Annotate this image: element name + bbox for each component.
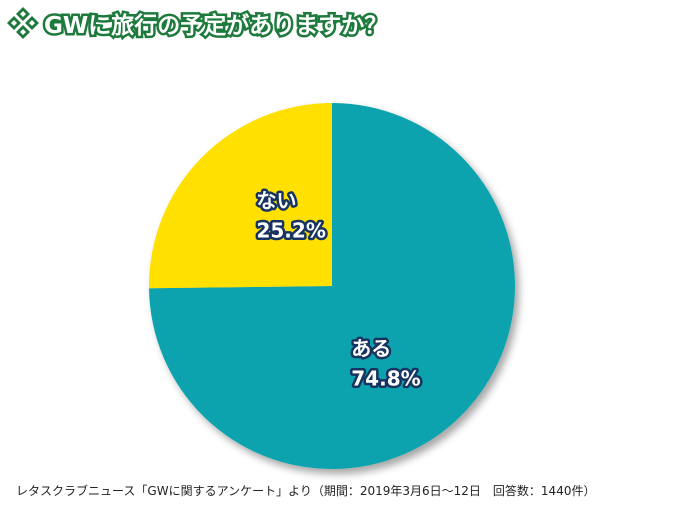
- chart-title: GWに旅行の予定がありますか？: [41, 11, 389, 42]
- pie-slice-no: [149, 103, 332, 289]
- source-note: レタスクラブニュース「GWに関するアンケート」より（期間：2019年3月6日〜1…: [16, 484, 596, 498]
- slice-value-yes: 74.8%: [351, 367, 420, 391]
- pie-slices: [149, 103, 515, 469]
- slice-value-no: 25.2%: [256, 218, 325, 242]
- chart-title-row: GWに旅行の予定がありますか？: [6, 6, 390, 42]
- slice-label-no: ない: [256, 188, 296, 212]
- diamond-cluster-icon: [7, 7, 39, 39]
- pie-slice-yes: [149, 103, 515, 469]
- slice-label-yes: ある: [351, 337, 391, 361]
